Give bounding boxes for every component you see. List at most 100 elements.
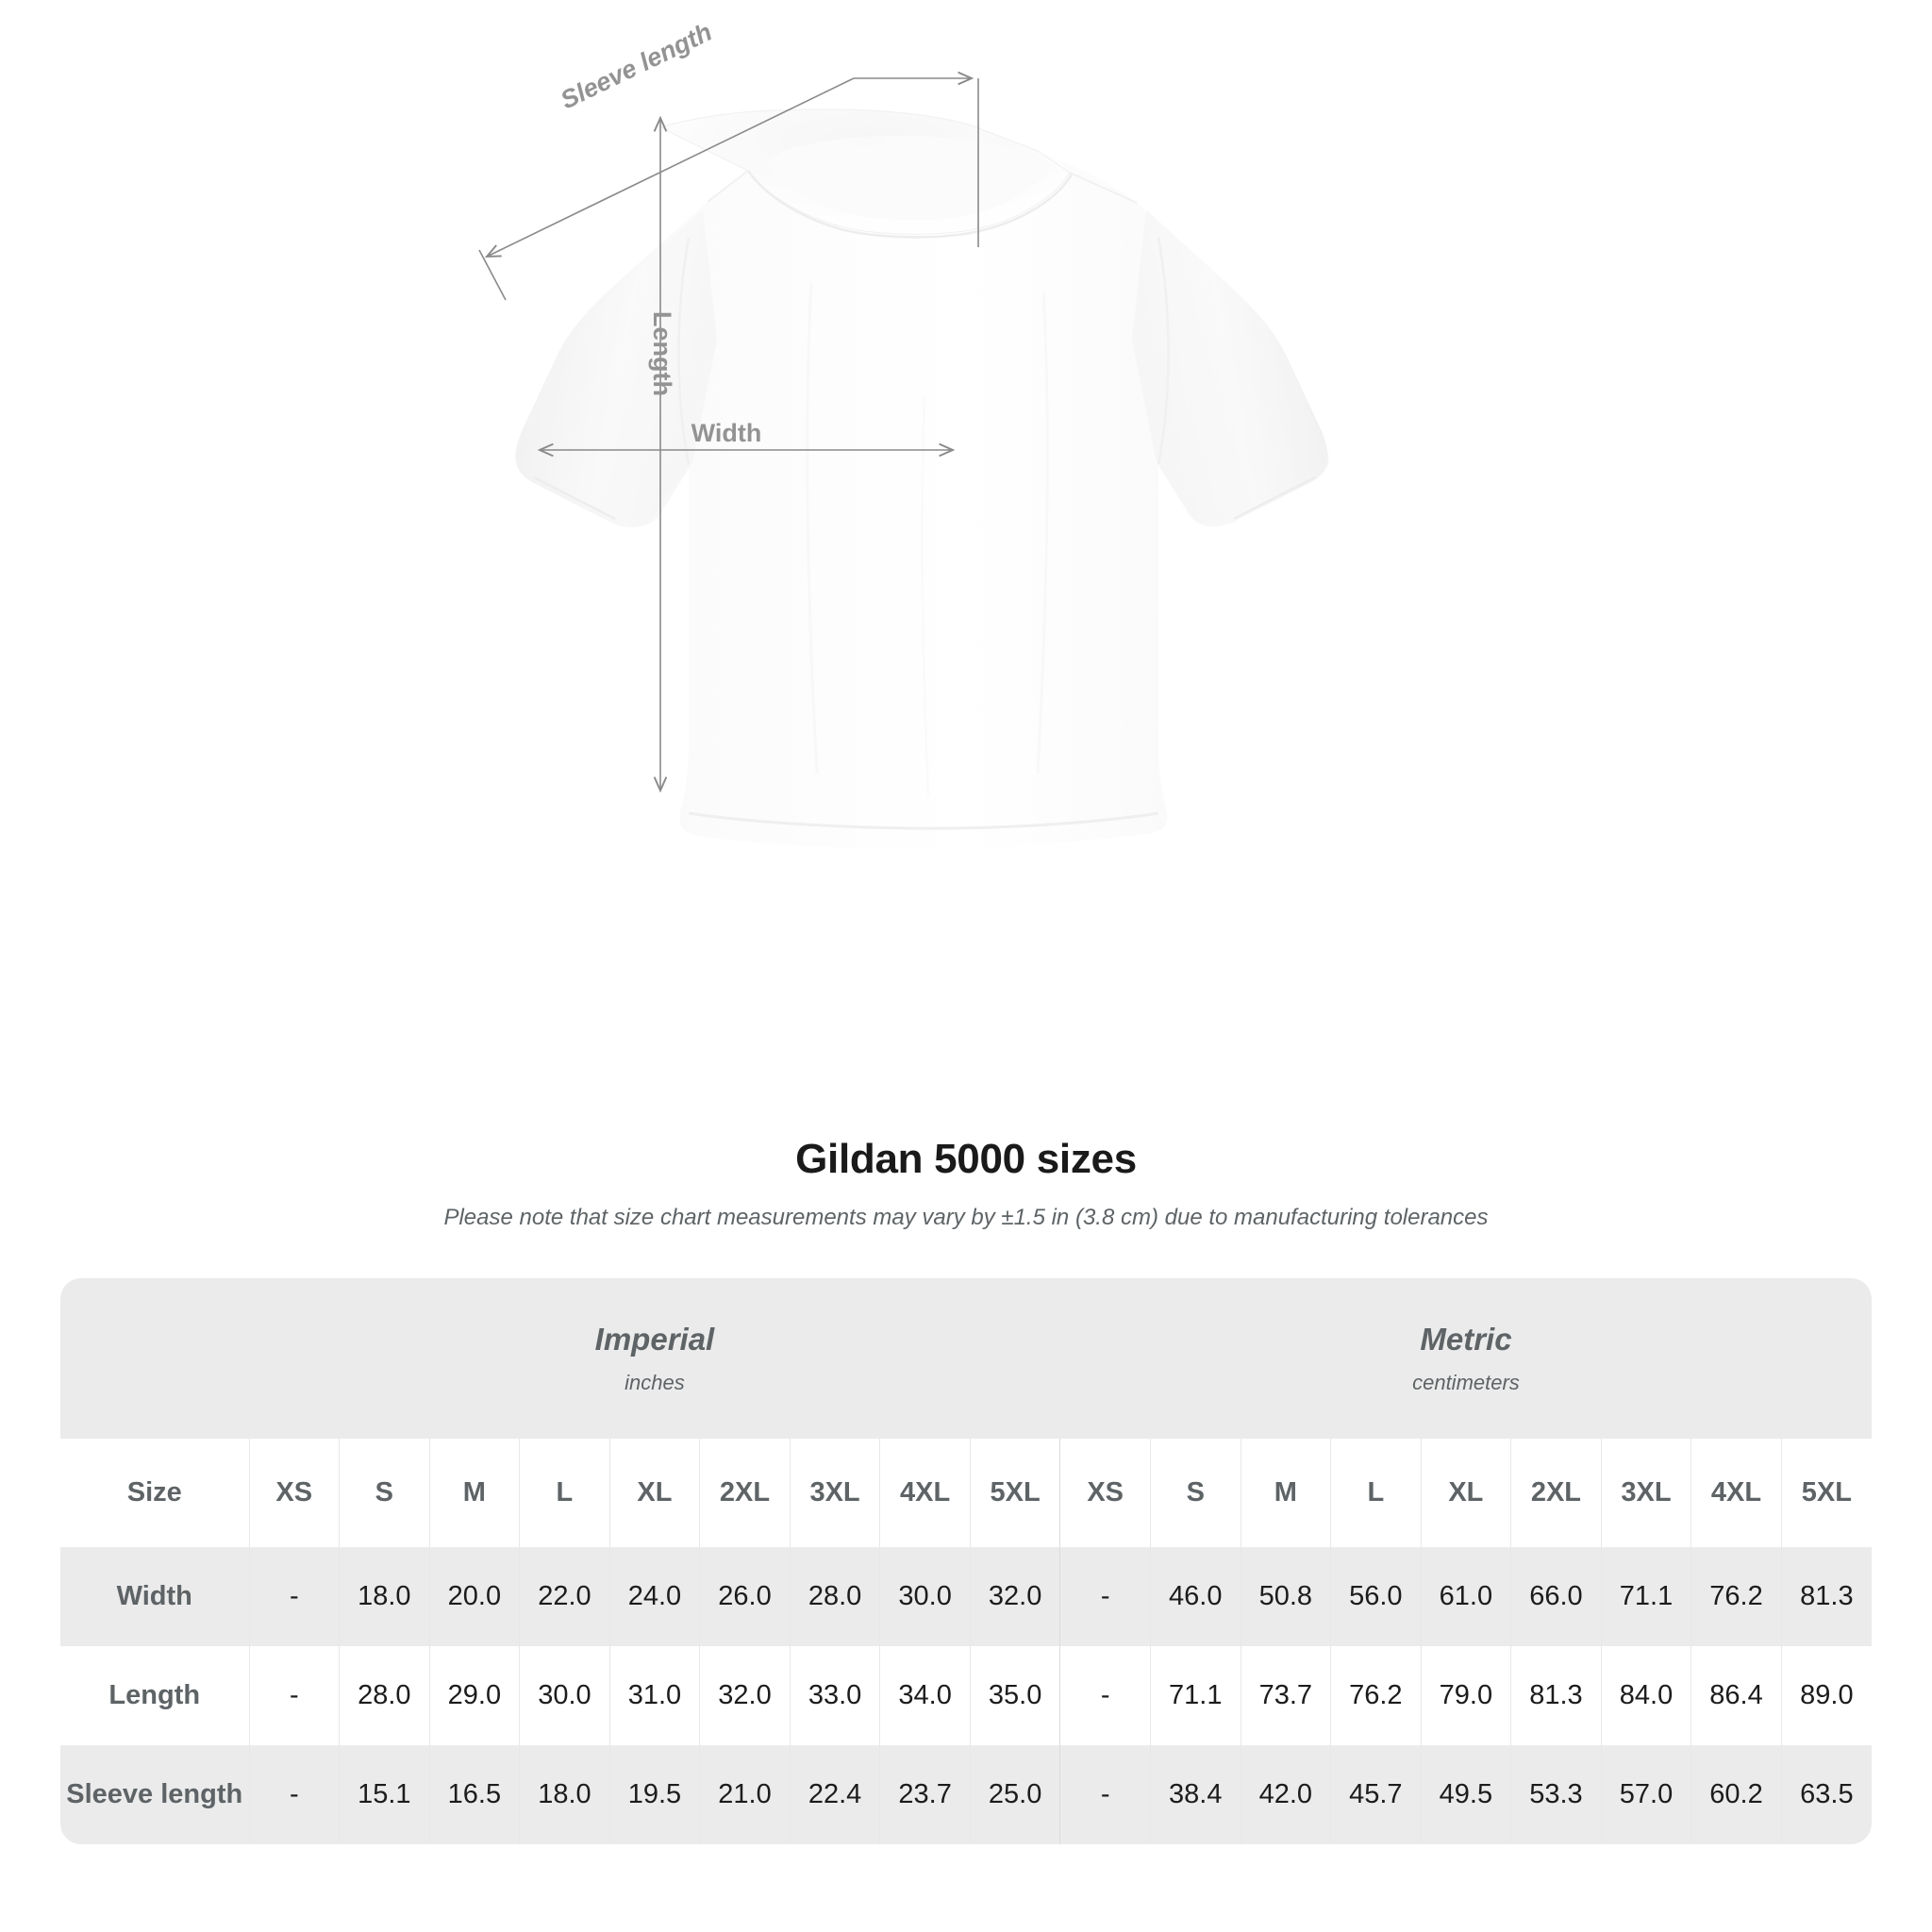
cell-value: 31.0: [608, 1646, 700, 1745]
size-header-3xl-imperial: 3XL: [789, 1439, 880, 1547]
cell-value: 57.0: [1600, 1745, 1691, 1844]
cell-value: 22.0: [519, 1547, 610, 1646]
cell-value: 46.0: [1149, 1547, 1241, 1646]
tshirt-diagram: Sleeve length Length Width: [478, 18, 1329, 850]
unit-band-row: Imperial inches Metric centimeters: [60, 1278, 1872, 1439]
row-label-sleeve-length: Sleeve length: [60, 1745, 249, 1844]
page-title: Gildan 5000 sizes: [795, 1136, 1137, 1182]
cell-value: -: [248, 1547, 340, 1646]
size-header-2xl-imperial: 2XL: [699, 1439, 791, 1547]
cell-value: 30.0: [519, 1646, 610, 1745]
tshirt-garment: [515, 108, 1329, 850]
cell-value: 25.0: [969, 1745, 1060, 1844]
size-table: Imperial inches Metric centimeters Size XS S M L…: [60, 1278, 1872, 1844]
cell-value: 21.0: [699, 1745, 791, 1844]
size-header-s-imperial: S: [339, 1439, 430, 1547]
cell-value: 28.0: [789, 1547, 880, 1646]
cell-value: 19.5: [608, 1745, 700, 1844]
cell-value: 56.0: [1330, 1547, 1422, 1646]
cell-value: 60.2: [1690, 1745, 1782, 1844]
length-label: Length: [648, 311, 676, 396]
cell-value: 24.0: [608, 1547, 700, 1646]
cell-value: 16.5: [428, 1745, 520, 1844]
size-header-2xl-metric: 2XL: [1510, 1439, 1602, 1547]
cell-value: -: [1059, 1646, 1151, 1745]
cell-value: 89.0: [1780, 1646, 1872, 1745]
length-measure: Length: [648, 115, 676, 793]
size-header-m-imperial: M: [428, 1439, 520, 1547]
unit-group-name: Metric: [1420, 1321, 1512, 1357]
unit-group-metric: Metric centimeters: [1059, 1278, 1872, 1439]
cell-value: 81.3: [1510, 1646, 1602, 1745]
cell-value: -: [248, 1646, 340, 1745]
table-row: Length -28.0 29.0 30.0 31.0 32.0 33.0 34.0 35.0-…: [60, 1646, 1872, 1745]
cell-value: -: [248, 1745, 340, 1844]
cell-value: 49.5: [1420, 1745, 1511, 1844]
cell-value: 50.8: [1240, 1547, 1331, 1646]
unit-group-name: Imperial: [594, 1321, 715, 1357]
cell-value: 73.7: [1240, 1646, 1331, 1745]
cell-value: 71.1: [1149, 1646, 1241, 1745]
cell-value: 84.0: [1600, 1646, 1691, 1745]
unit-group-imperial: Imperial inches: [249, 1278, 1060, 1439]
cell-value: 45.7: [1330, 1745, 1422, 1844]
cell-value: 32.0: [969, 1547, 1060, 1646]
row-label-length: Length: [60, 1646, 249, 1745]
cell-value: 79.0: [1420, 1646, 1511, 1745]
cell-value: 66.0: [1510, 1547, 1602, 1646]
tshirt-illustration: Sleeve length Length Width: [478, 18, 1329, 850]
cell-value: 33.0: [789, 1646, 880, 1745]
unit-group-sub: centimeters: [1412, 1371, 1520, 1395]
size-header-4xl-imperial: 4XL: [879, 1439, 971, 1547]
cell-value: 76.2: [1330, 1646, 1422, 1745]
size-header-3xl-metric: 3XL: [1600, 1439, 1691, 1547]
cell-value: 61.0: [1420, 1547, 1511, 1646]
cell-value: 71.1: [1600, 1547, 1691, 1646]
cell-value: 81.3: [1780, 1547, 1872, 1646]
table-row: Width -18.0 20.0 22.0 24.0 26.0 28.0 30.0 32.0-4…: [60, 1547, 1872, 1646]
tolerance-note: Please note that size chart measurements…: [443, 1205, 1489, 1231]
cell-value: 18.0: [519, 1745, 610, 1844]
row-label-header: Size: [60, 1439, 249, 1547]
cell-value: 34.0: [879, 1646, 971, 1745]
width-measure: Width: [537, 419, 956, 458]
size-header-xl-metric: XL: [1420, 1439, 1511, 1547]
cell-value: 86.4: [1690, 1646, 1782, 1745]
row-label-width: Width: [60, 1547, 249, 1646]
size-header-5xl-metric: 5XL: [1780, 1439, 1872, 1547]
size-header-m-metric: M: [1240, 1439, 1331, 1547]
cell-value: 76.2: [1690, 1547, 1782, 1646]
table-row: Sleeve length -15.1 16.5 18.0 19.5 21.0 22.4 23…: [60, 1745, 1872, 1844]
size-header-xl-imperial: XL: [608, 1439, 700, 1547]
cell-value: 22.4: [789, 1745, 880, 1844]
width-label: Width: [691, 419, 762, 447]
cell-value: 32.0: [699, 1646, 791, 1745]
sleeve-length-label: Sleeve length: [557, 18, 717, 115]
cell-value: 23.7: [879, 1745, 971, 1844]
cell-value: 15.1: [339, 1745, 430, 1844]
size-header-row: Size XS S M L XL 2XL 3XL 4XL 5XL XS S M L XL 2XL 3XL 4XL 5…: [60, 1439, 1872, 1547]
cell-value: 35.0: [969, 1646, 1060, 1745]
size-header-4xl-metric: 4XL: [1690, 1439, 1782, 1547]
cell-value: 18.0: [339, 1547, 430, 1646]
cell-value: 30.0: [879, 1547, 971, 1646]
cell-value: 53.3: [1510, 1745, 1602, 1844]
unit-group-sub: inches: [625, 1371, 685, 1395]
size-header-l-imperial: L: [519, 1439, 610, 1547]
size-header-l-metric: L: [1330, 1439, 1422, 1547]
unit-band-spacer: [60, 1278, 249, 1439]
size-header-s-metric: S: [1149, 1439, 1241, 1547]
cell-value: 20.0: [428, 1547, 520, 1646]
cell-value: 26.0: [699, 1547, 791, 1646]
cell-value: -: [1059, 1547, 1151, 1646]
heading-block: Gildan 5000 sizes Please note that size …: [0, 1136, 1932, 1232]
size-table-wrapper: Imperial inches Metric centimeters Size XS S M L…: [60, 1278, 1872, 1844]
cell-value: 38.4: [1149, 1745, 1241, 1844]
cell-value: 28.0: [339, 1646, 430, 1745]
size-header-xs-imperial: XS: [248, 1439, 340, 1547]
cell-value: -: [1059, 1745, 1151, 1844]
size-header-5xl-imperial: 5XL: [969, 1439, 1060, 1547]
cell-value: 29.0: [428, 1646, 520, 1745]
cell-value: 63.5: [1780, 1745, 1872, 1844]
